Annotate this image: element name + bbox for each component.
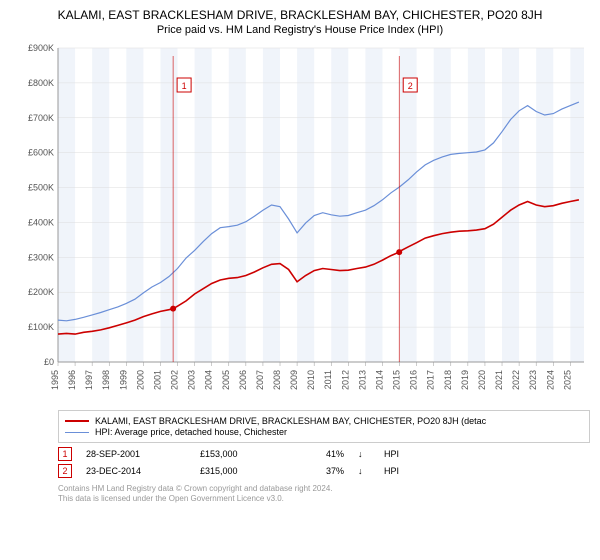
- chart-subtitle: Price paid vs. HM Land Registry's House …: [10, 24, 590, 36]
- chart-title: KALAMI, EAST BRACKLESHAM DRIVE, BRACKLES…: [10, 8, 590, 22]
- sale-pct: 41%: [294, 449, 344, 459]
- chart-area: £0 £100K £200K £300K £400K £500K £600K £700K £80…: [10, 42, 590, 402]
- sale-row: 1 28-SEP-2001 £153,000 41% ↓ HPI: [58, 447, 590, 461]
- sale-pct: 37%: [294, 466, 344, 476]
- svg-text:2015: 2015: [392, 370, 402, 390]
- svg-text:2016: 2016: [409, 370, 419, 390]
- svg-text:2013: 2013: [357, 370, 367, 390]
- footer-licence: This data is licensed under the Open Gov…: [58, 494, 590, 504]
- svg-text:£100K: £100K: [28, 322, 54, 332]
- svg-text:£400K: £400K: [28, 217, 54, 227]
- svg-text:2021: 2021: [494, 370, 504, 390]
- svg-text:2017: 2017: [426, 370, 436, 390]
- svg-text:£600K: £600K: [28, 148, 54, 158]
- svg-text:£900K: £900K: [28, 43, 54, 53]
- svg-text:1: 1: [182, 81, 187, 91]
- svg-text:2008: 2008: [272, 370, 282, 390]
- line-chart: £0 £100K £200K £300K £400K £500K £600K £700K £80…: [10, 42, 590, 402]
- sale-row: 2 23-DEC-2014 £315,000 37% ↓ HPI: [58, 464, 590, 478]
- legend-swatch-property: [65, 420, 89, 422]
- svg-text:1996: 1996: [67, 370, 77, 390]
- svg-text:2004: 2004: [204, 370, 214, 390]
- svg-text:2000: 2000: [135, 370, 145, 390]
- sale-date: 23-DEC-2014: [86, 466, 186, 476]
- svg-text:2005: 2005: [221, 370, 231, 390]
- svg-text:2007: 2007: [255, 370, 265, 390]
- sale-date: 28-SEP-2001: [86, 449, 186, 459]
- svg-text:2020: 2020: [477, 370, 487, 390]
- legend-swatch-hpi: [65, 432, 89, 433]
- sale-marker-icon: 1: [58, 447, 72, 461]
- footer: Contains HM Land Registry data © Crown c…: [58, 484, 590, 505]
- sale-hpi-label: HPI: [384, 466, 414, 476]
- sale-price: £315,000: [200, 466, 280, 476]
- svg-text:2018: 2018: [443, 370, 453, 390]
- svg-text:£200K: £200K: [28, 287, 54, 297]
- sales-table: 1 28-SEP-2001 £153,000 41% ↓ HPI 2 23-DE…: [58, 447, 590, 478]
- svg-text:2012: 2012: [340, 370, 350, 390]
- down-arrow-icon: ↓: [358, 449, 370, 459]
- svg-text:£700K: £700K: [28, 113, 54, 123]
- footer-copyright: Contains HM Land Registry data © Crown c…: [58, 484, 590, 494]
- svg-text:1999: 1999: [118, 370, 128, 390]
- svg-text:2: 2: [408, 81, 413, 91]
- svg-text:2025: 2025: [562, 370, 572, 390]
- legend-item-hpi: HPI: Average price, detached house, Chic…: [65, 427, 583, 437]
- sale-marker-icon: 2: [58, 464, 72, 478]
- svg-text:2006: 2006: [238, 370, 248, 390]
- svg-text:2001: 2001: [152, 370, 162, 390]
- sale-price: £153,000: [200, 449, 280, 459]
- svg-text:2002: 2002: [170, 370, 180, 390]
- svg-text:£500K: £500K: [28, 183, 54, 193]
- svg-text:1997: 1997: [84, 370, 94, 390]
- svg-text:2010: 2010: [306, 370, 316, 390]
- svg-text:2022: 2022: [511, 370, 521, 390]
- svg-text:2011: 2011: [323, 370, 333, 389]
- svg-text:2003: 2003: [187, 370, 197, 390]
- svg-text:£0: £0: [44, 357, 54, 367]
- legend-item-property: KALAMI, EAST BRACKLESHAM DRIVE, BRACKLES…: [65, 416, 583, 426]
- svg-text:2019: 2019: [460, 370, 470, 390]
- legend-label: HPI: Average price, detached house, Chic…: [95, 427, 287, 437]
- svg-text:2023: 2023: [528, 370, 538, 390]
- sale-hpi-label: HPI: [384, 449, 414, 459]
- legend-label: KALAMI, EAST BRACKLESHAM DRIVE, BRACKLES…: [95, 416, 486, 426]
- svg-text:£300K: £300K: [28, 252, 54, 262]
- svg-text:1998: 1998: [101, 370, 111, 390]
- svg-text:2009: 2009: [289, 370, 299, 390]
- svg-text:2014: 2014: [374, 370, 384, 390]
- down-arrow-icon: ↓: [358, 466, 370, 476]
- svg-text:2024: 2024: [545, 370, 555, 390]
- svg-text:£800K: £800K: [28, 78, 54, 88]
- legend: KALAMI, EAST BRACKLESHAM DRIVE, BRACKLES…: [58, 410, 590, 443]
- svg-text:1995: 1995: [50, 370, 60, 390]
